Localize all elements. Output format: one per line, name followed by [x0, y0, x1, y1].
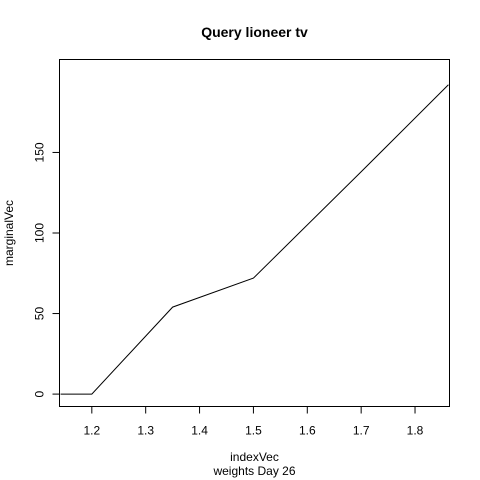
x-axis-subtitle: weights Day 26	[212, 464, 295, 478]
series-line	[60, 84, 449, 395]
x-tick-label: 1.4	[191, 424, 208, 438]
x-tick-label: 1.7	[353, 424, 370, 438]
series-layer	[60, 84, 449, 395]
y-tick-label: 100	[33, 223, 47, 243]
chart-title: Query lioneer tv	[201, 24, 308, 40]
y-axis-label: marginalVec	[2, 200, 16, 266]
x-tick-label: 1.8	[407, 424, 424, 438]
y-tick-label: 0	[33, 390, 47, 397]
y-tick-label: 50	[33, 307, 47, 321]
x-tick-label: 1.2	[83, 424, 100, 438]
x-axis-label: indexVec	[230, 450, 279, 464]
y-axis: 0 50 100 150	[33, 142, 60, 397]
x-tick-label: 1.3	[137, 424, 154, 438]
y-tick-label: 150	[33, 142, 47, 162]
x-tick-label: 1.6	[299, 424, 316, 438]
plot-area-frame	[59, 59, 450, 407]
x-tick-label: 1.5	[245, 424, 262, 438]
x-axis: 1.2 1.3 1.4 1.5 1.6 1.7 1.8	[83, 406, 424, 438]
